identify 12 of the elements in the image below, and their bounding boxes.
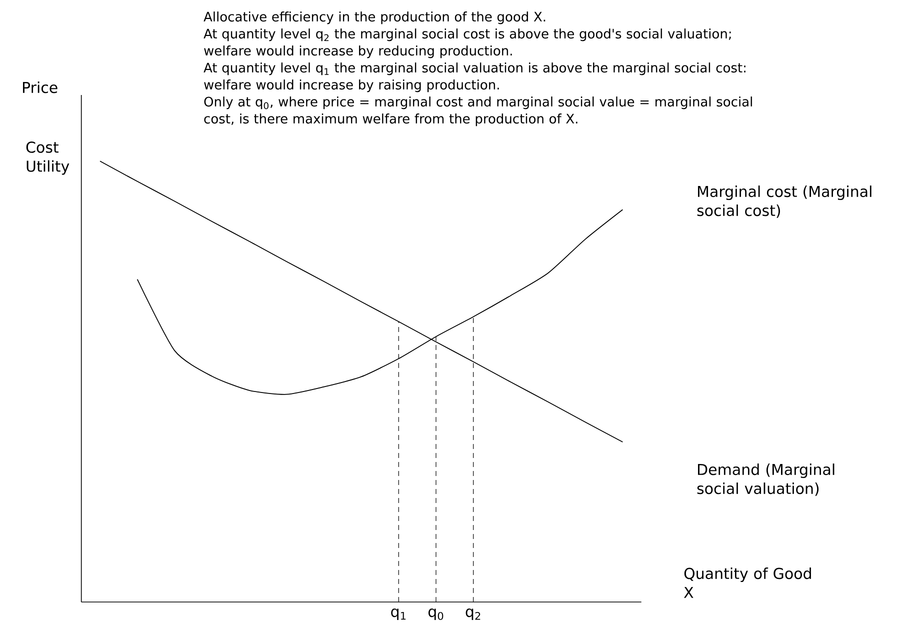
y-axis-title: Price xyxy=(22,82,58,94)
x-axis-title: Quantity of Good X xyxy=(684,568,811,598)
text: Only at q$_{0}$, where price = marginal cost and marginal social value = marginal social cost, is there maximum welfare from the production of X. xyxy=(204,96,752,126)
text: At quantity level q$_{2}$ the marginal social cost is above the good's social valuation; welfare would increase by reducing production. xyxy=(204,28,731,58)
chart-title: Allocative efficiency in the production of the good X. xyxy=(204,12,546,24)
x-tick-label: q$_{1}$ xyxy=(391,608,406,620)
text: Demand (Marginal social valuation) xyxy=(697,464,834,496)
text: Cost Utility xyxy=(26,142,70,175)
x-tick-label: q$_{0}$ xyxy=(428,608,444,620)
text: Marginal cost (Marginal social cost) xyxy=(697,186,872,218)
text: At quantity level q$_{1}$ the marginal social valuation is above the marginal social cost: welfare would increase by raising production. xyxy=(204,62,746,92)
x-tick-label: q$_{2}$ xyxy=(466,608,480,620)
